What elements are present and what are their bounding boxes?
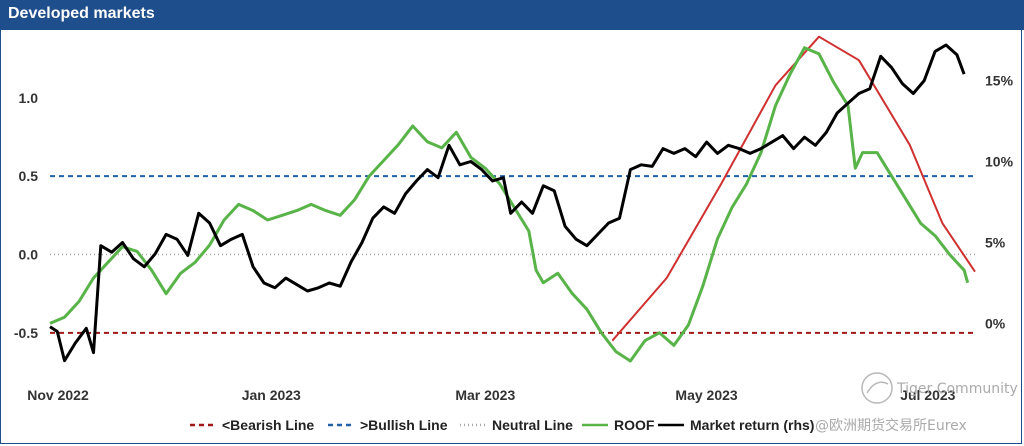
reference-lines — [50, 175, 975, 334]
legend-label-roof: ROOF — [614, 417, 655, 433]
series-roof — [49, 46, 970, 363]
x-tick: May 2023 — [675, 387, 737, 403]
watermark-handle: @欧洲期货交易所Eurex — [815, 417, 967, 434]
y-right-tick: 5% — [985, 234, 1006, 250]
y-left-tick: -0.5 — [14, 325, 38, 341]
series-layer — [49, 35, 976, 363]
watermark: Tiger Community @欧洲期货交易所Eurex — [815, 372, 1018, 434]
legend-label-bearish-line: <Bearish Line — [222, 417, 314, 433]
x-tick: Jan 2023 — [242, 387, 301, 403]
tiger-logo-icon — [861, 372, 893, 404]
legend-label-bullish-line: >Bullish Line — [360, 417, 448, 433]
watermark-community: Tiger Community — [896, 381, 1018, 397]
x-tick: Jul 2023 — [900, 387, 955, 403]
y-left-tick: 0.5 — [19, 168, 39, 184]
title-bar: Developed markets — [0, 0, 1024, 30]
legend-label-neutral-line: Neutral Line — [492, 417, 573, 433]
y-right-tick: 15% — [985, 73, 1014, 89]
x-axis-ticks: Nov 2022 Jan 2023 Mar 2023 May 2023 Jul 2023 — [27, 387, 955, 403]
y-left-tick: 1.0 — [19, 90, 39, 106]
legend-label-market-return-rhs: Market return (rhs) — [690, 417, 814, 433]
series-market-return-rhs — [49, 43, 966, 363]
series-cycle-curve — [611, 35, 976, 342]
right-axis-ticks: 15% 10% 5% 0% — [985, 73, 1014, 332]
legend: <Bearish Line >Bullish Line Neutral Line RO… — [190, 417, 814, 433]
y-right-tick: 10% — [985, 154, 1014, 170]
y-right-tick: 0% — [985, 315, 1006, 331]
chart-title: Developed markets — [8, 5, 155, 22]
x-tick: Nov 2022 — [27, 387, 89, 403]
x-tick: Mar 2023 — [455, 387, 515, 403]
y-left-tick: 0.0 — [19, 246, 39, 262]
left-axis-ticks: 1.0 0.5 0.0 -0.5 — [14, 90, 38, 341]
